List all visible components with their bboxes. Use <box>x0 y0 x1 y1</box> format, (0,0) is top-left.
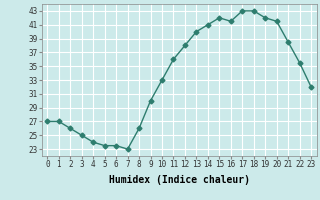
X-axis label: Humidex (Indice chaleur): Humidex (Indice chaleur) <box>109 175 250 185</box>
